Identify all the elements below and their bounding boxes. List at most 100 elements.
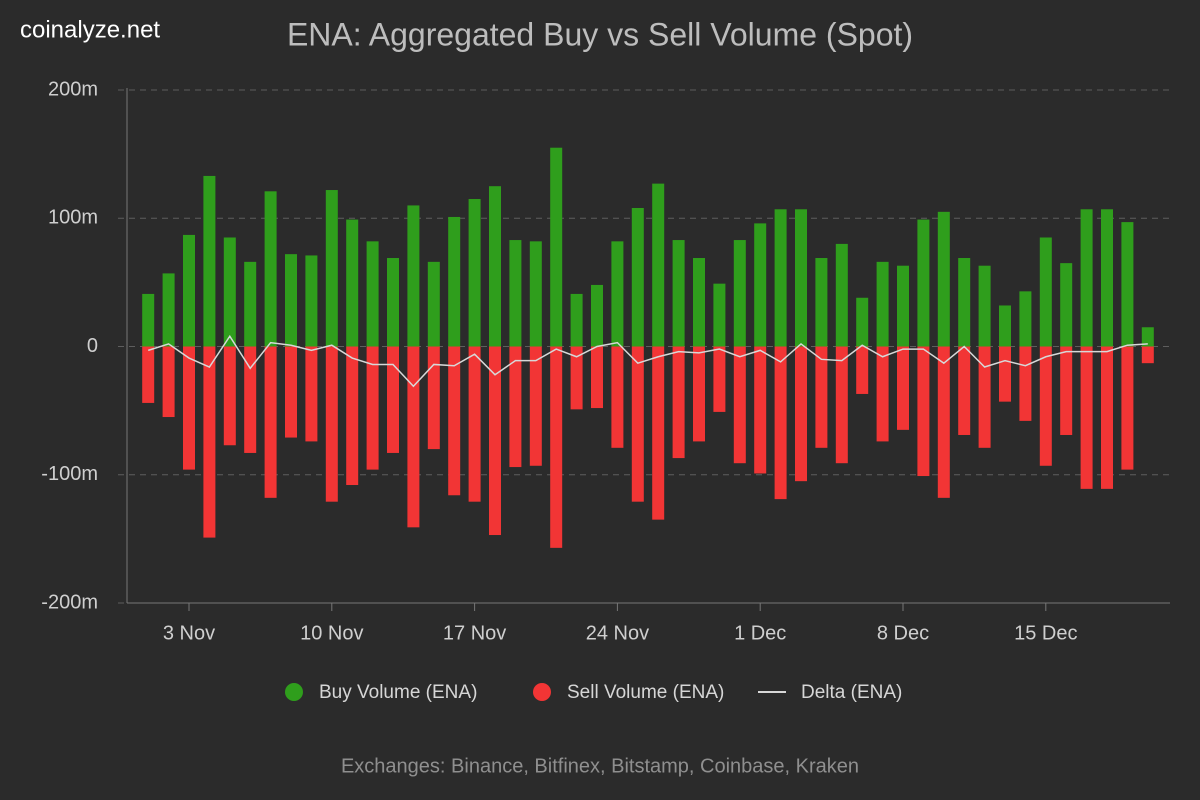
bar [1121,222,1134,347]
bar [795,346,807,482]
bar [1039,346,1052,466]
bar [978,265,991,347]
y-tick-label: 100m [48,207,98,229]
bar [1121,346,1134,470]
bar [693,258,705,347]
bar [529,346,542,466]
bar [1080,209,1093,347]
bar [631,207,644,347]
bar [550,147,563,347]
bar [897,346,909,430]
bar [550,346,563,548]
bar [733,240,746,347]
bar [1060,263,1073,347]
footer: Exchanges: Binance, Bitfinex, Bitstamp, … [341,755,859,777]
bar [489,346,501,536]
bar [468,346,481,502]
bar [407,346,420,528]
bar [876,346,889,442]
bar [529,241,542,347]
legend-label: Buy Volume (ENA) [319,682,477,703]
bar [509,346,522,468]
bar [448,216,461,347]
bar [897,265,909,347]
bar [1101,346,1113,489]
x-tick-label: 8 Dec [877,622,929,644]
bar [285,346,297,438]
bar [1019,291,1032,347]
legend-label: Sell Volume (ENA) [567,682,724,703]
bar [142,346,155,403]
bar [142,293,155,347]
bar [427,346,440,450]
bar [570,346,583,410]
bar [1141,327,1154,347]
bar [631,346,644,502]
y-tick-label: -200m [41,591,98,613]
bar [1080,346,1093,489]
bar [693,346,705,442]
x-tick-label: 24 Nov [586,622,649,644]
legend-swatch [533,683,551,701]
bar [774,346,787,500]
bar [244,261,257,347]
bar [815,346,828,448]
bar [407,205,420,347]
bar [937,346,950,498]
bar [162,273,175,347]
bar [652,183,665,347]
bar [305,255,318,347]
bar [1060,346,1073,435]
bar [754,223,767,347]
y-tick-label: -100m [41,463,98,485]
bar [366,346,379,470]
x-tick-label: 15 Dec [1014,622,1077,644]
bar [733,346,746,464]
bar [652,346,665,520]
bar [876,261,889,347]
x-tick-label: 10 Nov [300,622,363,644]
bar [672,346,685,459]
bar [509,240,522,347]
bar [713,346,726,412]
bar [917,219,930,347]
bar [611,346,624,448]
bar [1039,237,1052,347]
bar [999,346,1011,402]
bar [203,175,216,347]
bar [754,346,767,474]
bar [285,254,297,347]
bar [244,346,257,453]
bar [937,211,950,347]
legend-swatch [285,683,303,701]
bar [387,258,399,347]
bar [835,346,848,464]
bar [305,346,318,442]
bar [835,243,848,347]
bar [346,346,359,486]
bar [325,190,338,347]
bar [591,346,603,409]
bar [815,258,828,347]
bar [958,258,971,347]
x-tick-label: 17 Nov [443,622,506,644]
bar [856,346,869,394]
legend-label: Delta (ENA) [801,682,902,703]
bar [999,305,1011,347]
bar [203,346,216,538]
bar [346,219,359,347]
bar [366,241,379,347]
bar [223,237,236,347]
bar [427,261,440,347]
bar [489,186,501,347]
bar [264,191,277,347]
bar [387,346,399,453]
bar [978,346,991,448]
bar [611,241,624,347]
bar [468,199,481,347]
bar [591,284,603,347]
bar [958,346,971,435]
bar [713,283,726,347]
chart-title: ENA: Aggregated Buy vs Sell Volume (Spot… [287,16,913,52]
bar [1141,346,1154,364]
